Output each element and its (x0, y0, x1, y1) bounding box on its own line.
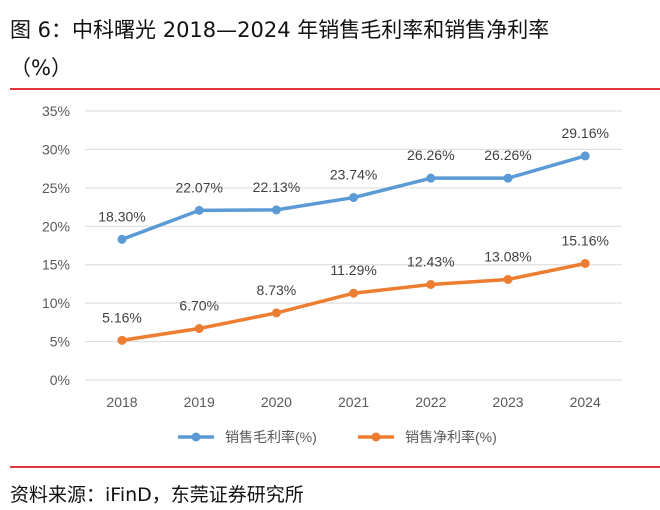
figure-unit: （%） (10, 56, 72, 80)
data-point (349, 288, 359, 298)
data-point (426, 173, 436, 183)
y-tick-label: 0% (50, 372, 70, 388)
y-tick-label: 10% (42, 295, 70, 311)
bottom-rule (10, 466, 660, 468)
x-tick-label: 2018 (106, 394, 137, 410)
data-label: 5.16% (102, 309, 142, 325)
data-point (194, 324, 204, 334)
data-label: 29.16% (561, 125, 608, 141)
data-point (580, 151, 590, 161)
x-tick-label: 2023 (492, 394, 523, 410)
data-point (503, 274, 513, 284)
data-point (271, 205, 281, 215)
data-point (426, 279, 436, 289)
data-point (117, 234, 127, 244)
data-point (271, 308, 281, 318)
data-label: 12.43% (407, 253, 454, 269)
x-tick-label: 2024 (570, 394, 601, 410)
data-point (503, 173, 513, 183)
data-label: 22.13% (253, 179, 300, 195)
data-label: 13.08% (484, 248, 531, 264)
source-note: 资料来源：iFinD，东莞证券研究所 (10, 484, 304, 506)
data-label: 18.30% (98, 208, 145, 224)
y-tick-label: 15% (42, 257, 70, 273)
y-tick-label: 20% (42, 218, 70, 234)
figure-title: 图 6：中科曙光 2018—2024 年销售毛利率和销售净利率 (10, 18, 550, 42)
data-point (117, 335, 127, 345)
data-point (349, 193, 359, 203)
data-label: 22.07% (175, 179, 222, 195)
y-tick-label: 5% (50, 334, 70, 350)
data-label: 26.26% (484, 147, 531, 163)
data-label: 8.73% (257, 282, 297, 298)
data-label: 26.26% (407, 147, 454, 163)
x-tick-label: 2020 (261, 394, 292, 410)
data-label: 6.70% (179, 298, 219, 314)
x-tick-label: 2019 (184, 394, 215, 410)
data-point (194, 205, 204, 215)
data-label: 23.74% (330, 167, 377, 183)
legend-label: 销售毛利率(%) (225, 429, 317, 445)
data-point (580, 258, 590, 268)
legend-marker (371, 432, 381, 442)
x-tick-label: 2021 (338, 394, 369, 410)
data-label: 15.16% (561, 232, 608, 248)
y-tick-label: 30% (42, 141, 70, 157)
top-rule (10, 88, 660, 90)
data-label: 11.29% (330, 262, 376, 278)
legend-marker (191, 432, 201, 442)
legend-label: 销售净利率(%) (405, 429, 497, 445)
x-tick-label: 2022 (415, 394, 446, 410)
y-tick-label: 25% (42, 180, 70, 196)
y-tick-label: 35% (42, 103, 70, 119)
